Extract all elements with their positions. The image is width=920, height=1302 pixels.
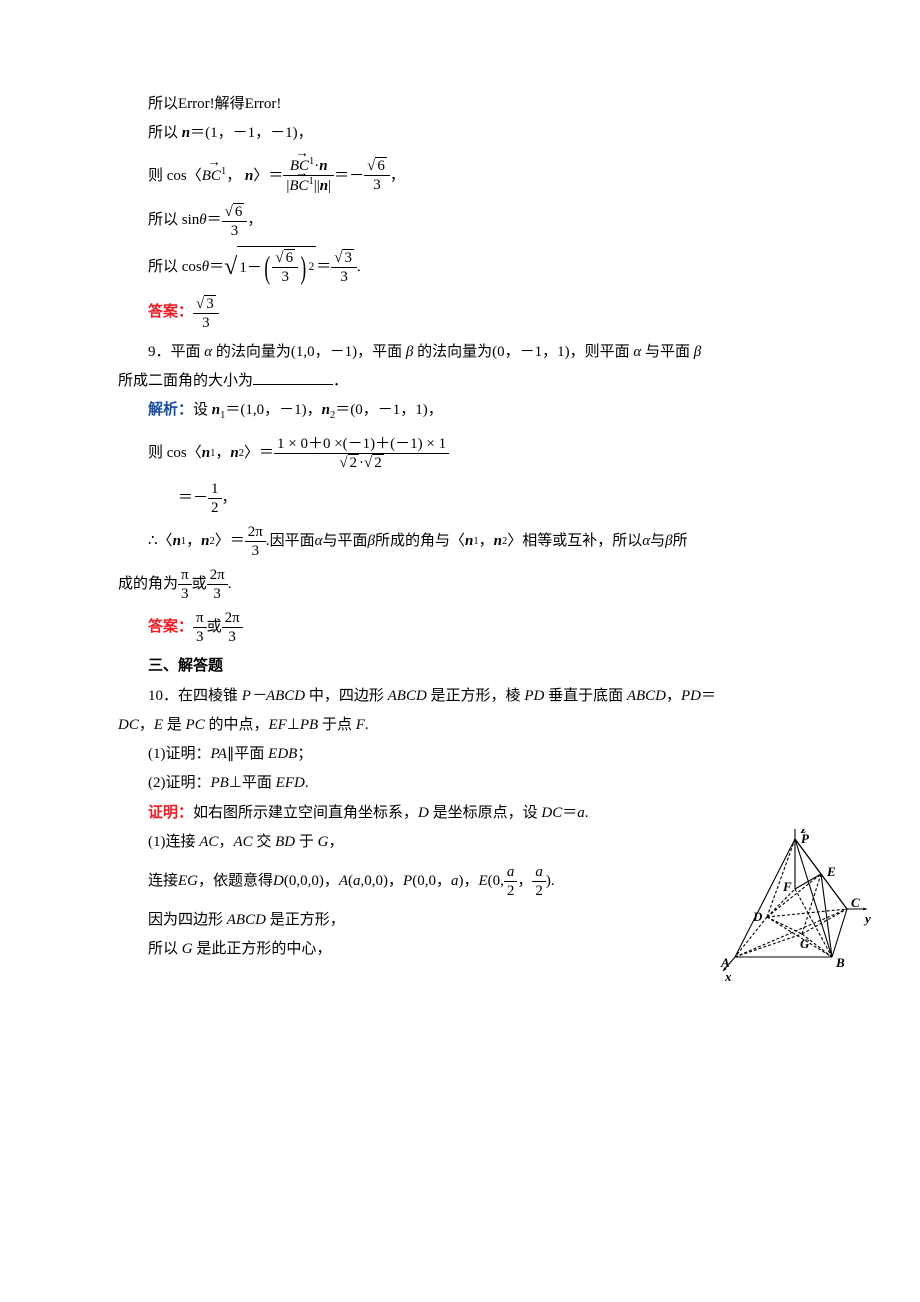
err2: Error!	[245, 96, 282, 112]
svg-text:B: B	[835, 955, 845, 970]
svg-text:x: x	[724, 969, 732, 984]
t: ＝(1，－1，－1)，	[190, 125, 313, 141]
t: 所以	[148, 96, 178, 112]
svg-text:G: G	[800, 936, 810, 951]
cos-n1-n2: 则 cos 〈n1，n2〉 ＝ 1 × 0＋0 ×(－1)＋(－1) × 1 2…	[118, 432, 802, 474]
question-9-cont: 所成二面角的大小为．	[118, 367, 802, 396]
blank	[253, 371, 333, 385]
comma: ，	[390, 155, 405, 197]
line-cos-bc: 则 cos 〈 BC1 ， n 〉 ＝ BC1·n |BC1||n| ＝－ 6 …	[118, 155, 802, 197]
big-frac-9: 1 × 0＋0 ×(－1)＋(－1) × 1 2·2	[274, 435, 449, 472]
proof-block: 证明：如右图所示建立空间直角坐标系，D 是坐标原点，设 DC＝a. (1)连接 …	[118, 799, 802, 965]
sup1: 1	[221, 166, 226, 177]
answer-8: 答案： 3 3	[118, 295, 802, 332]
q10-num: 10．	[148, 688, 178, 704]
answer-label: 答案：	[148, 613, 193, 642]
err1: Error!	[178, 96, 215, 112]
t: 所以	[148, 125, 182, 141]
line-error: 所以Error!解得Error!	[118, 90, 802, 119]
svg-text:y: y	[863, 911, 871, 926]
sqrt6-3: 6 3	[364, 157, 390, 194]
question-9: 9．平面 α 的法向量为(1,0，－1)，平面 β 的法向量为(0，－1，1)，…	[118, 338, 802, 367]
proof-1: (1)连接 AC，AC 交 BD 于 G，	[118, 828, 802, 857]
sub-1: (1)证明：PA∥平面 EDB；	[118, 740, 802, 769]
proof-center: 所以 G 是此正方形的中心，	[118, 935, 802, 964]
big-frac: BC1·n |BC1||n|	[283, 156, 334, 195]
eq: ＝	[268, 155, 283, 197]
n: n	[245, 155, 253, 197]
svg-text:F: F	[782, 879, 792, 894]
formed-angle: 成的角为 π 3 或 2π 3 .	[118, 566, 802, 603]
neg-half: ＝－ 1 2 ，	[118, 480, 802, 517]
eq: ＝	[209, 246, 224, 288]
t: 所以 cos	[148, 246, 202, 288]
answer-9: 答案： π 3 或 2π 3	[118, 609, 802, 646]
svg-text:D: D	[752, 909, 763, 924]
bc: BC	[202, 168, 221, 184]
answer-label: 答案：	[148, 298, 193, 327]
t: 解得	[215, 96, 245, 112]
comma: ，	[226, 155, 241, 197]
theta: θ	[202, 246, 209, 288]
question-10-cont: DC，E 是 PC 的中点，EF⊥PB 于点 F.	[118, 711, 802, 740]
proof-square: 因为四边形 ABCD 是正方形，	[118, 906, 802, 935]
solution-9: 解析：设 n1＝(1,0，－1)，n2＝(0，－1，1)，	[118, 396, 802, 426]
therefore-9: ∴ 〈n1，n2〉 ＝ 2π 3 .因平面 α 与平面 β 所成的角与 〈n1，…	[118, 523, 802, 560]
question-10: 10．在四棱锥 P－ABCD 中，四边形 ABCD 是正方形，棱 PD 垂直于底…	[118, 682, 802, 711]
n: n	[182, 125, 190, 141]
sqrt6-3: 6 3	[222, 203, 248, 240]
pyramid-diagram: PDABCEFGzyx	[707, 829, 872, 984]
eq: ＝	[207, 206, 222, 235]
theta: θ	[199, 206, 206, 235]
section-3-heading: 三、解答题	[118, 652, 802, 681]
comma: ，	[247, 206, 262, 235]
svg-text:z: z	[800, 829, 807, 836]
svg-text:A: A	[720, 955, 730, 970]
proof-line: 证明：如右图所示建立空间直角坐标系，D 是坐标原点，设 DC＝a.	[118, 799, 802, 828]
eq2: ＝	[316, 246, 331, 288]
neg: ＝－	[334, 155, 364, 197]
sub-2: (2)证明：PB⊥平面 EFD.	[118, 769, 802, 798]
sqrt3-3: 3 3	[193, 295, 219, 332]
sqrt3-3: 3 3	[331, 249, 357, 286]
line-cos-theta: 所以 cosθ＝ √ 1 － ( 6 3 ) 2 ＝ 3 3 .	[118, 246, 802, 289]
t: 则 cos	[148, 155, 187, 197]
line-sin: 所以 sinθ＝ 6 3 ，	[118, 203, 802, 240]
t: 所以 sin	[148, 206, 199, 235]
period: .	[357, 246, 361, 288]
proof-label: 证明：	[148, 805, 193, 821]
svg-text:C: C	[851, 895, 860, 910]
q9-num: 9．	[148, 344, 171, 360]
svg-text:E: E	[826, 864, 836, 879]
solution-label: 解析：	[148, 402, 193, 418]
proof-coords: 连接 EG，依题意得 D(0,0,0)，A(a,0,0)，P(0,0，a)，E(…	[118, 863, 802, 900]
